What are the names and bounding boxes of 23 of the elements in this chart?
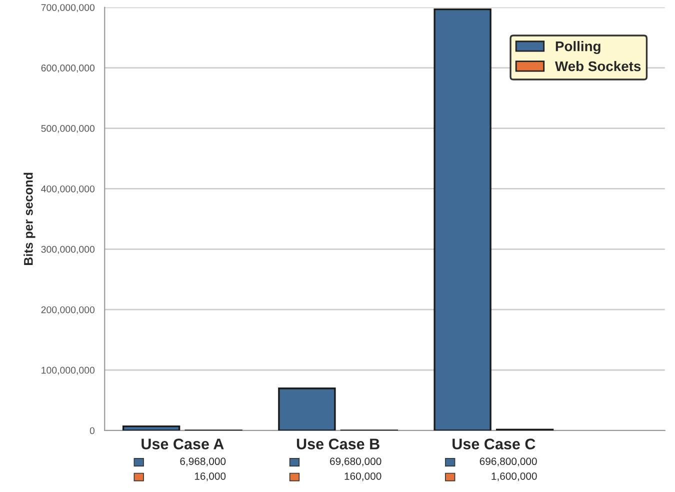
y-tick-label: 500,000,000: [41, 125, 95, 134]
data-label: 1,600,000: [492, 472, 537, 482]
data-label: 696,800,000: [480, 458, 537, 466]
x-tick-label: Use Case B: [296, 438, 380, 450]
y-tick-label: 400,000,000: [41, 185, 95, 194]
data-label: 160,000: [344, 472, 382, 482]
x-tick-label: Use Case A: [142, 438, 224, 450]
bar: [122, 425, 180, 430]
bar: [434, 8, 492, 430]
y-tick-label: 0: [90, 427, 95, 434]
y-tick-label: 300,000,000: [41, 246, 95, 254]
y-tick-label: 600,000,000: [41, 64, 95, 73]
legend-label: Web Sockets: [554, 60, 641, 72]
data-label: 69,680,000: [330, 458, 382, 466]
legend-label: Polling: [556, 41, 600, 54]
x-tick-label: Use Case C: [452, 438, 536, 450]
y-tick-label: 700,000,000: [41, 4, 95, 12]
data-label: 6,968,000: [180, 458, 226, 466]
y-tick-label: 200,000,000: [41, 306, 95, 314]
y-axis-title: Bits per second: [24, 172, 36, 265]
bar: [278, 388, 336, 430]
y-tick-label: 100,000,000: [42, 366, 95, 375]
data-label: 16,000: [194, 472, 226, 482]
